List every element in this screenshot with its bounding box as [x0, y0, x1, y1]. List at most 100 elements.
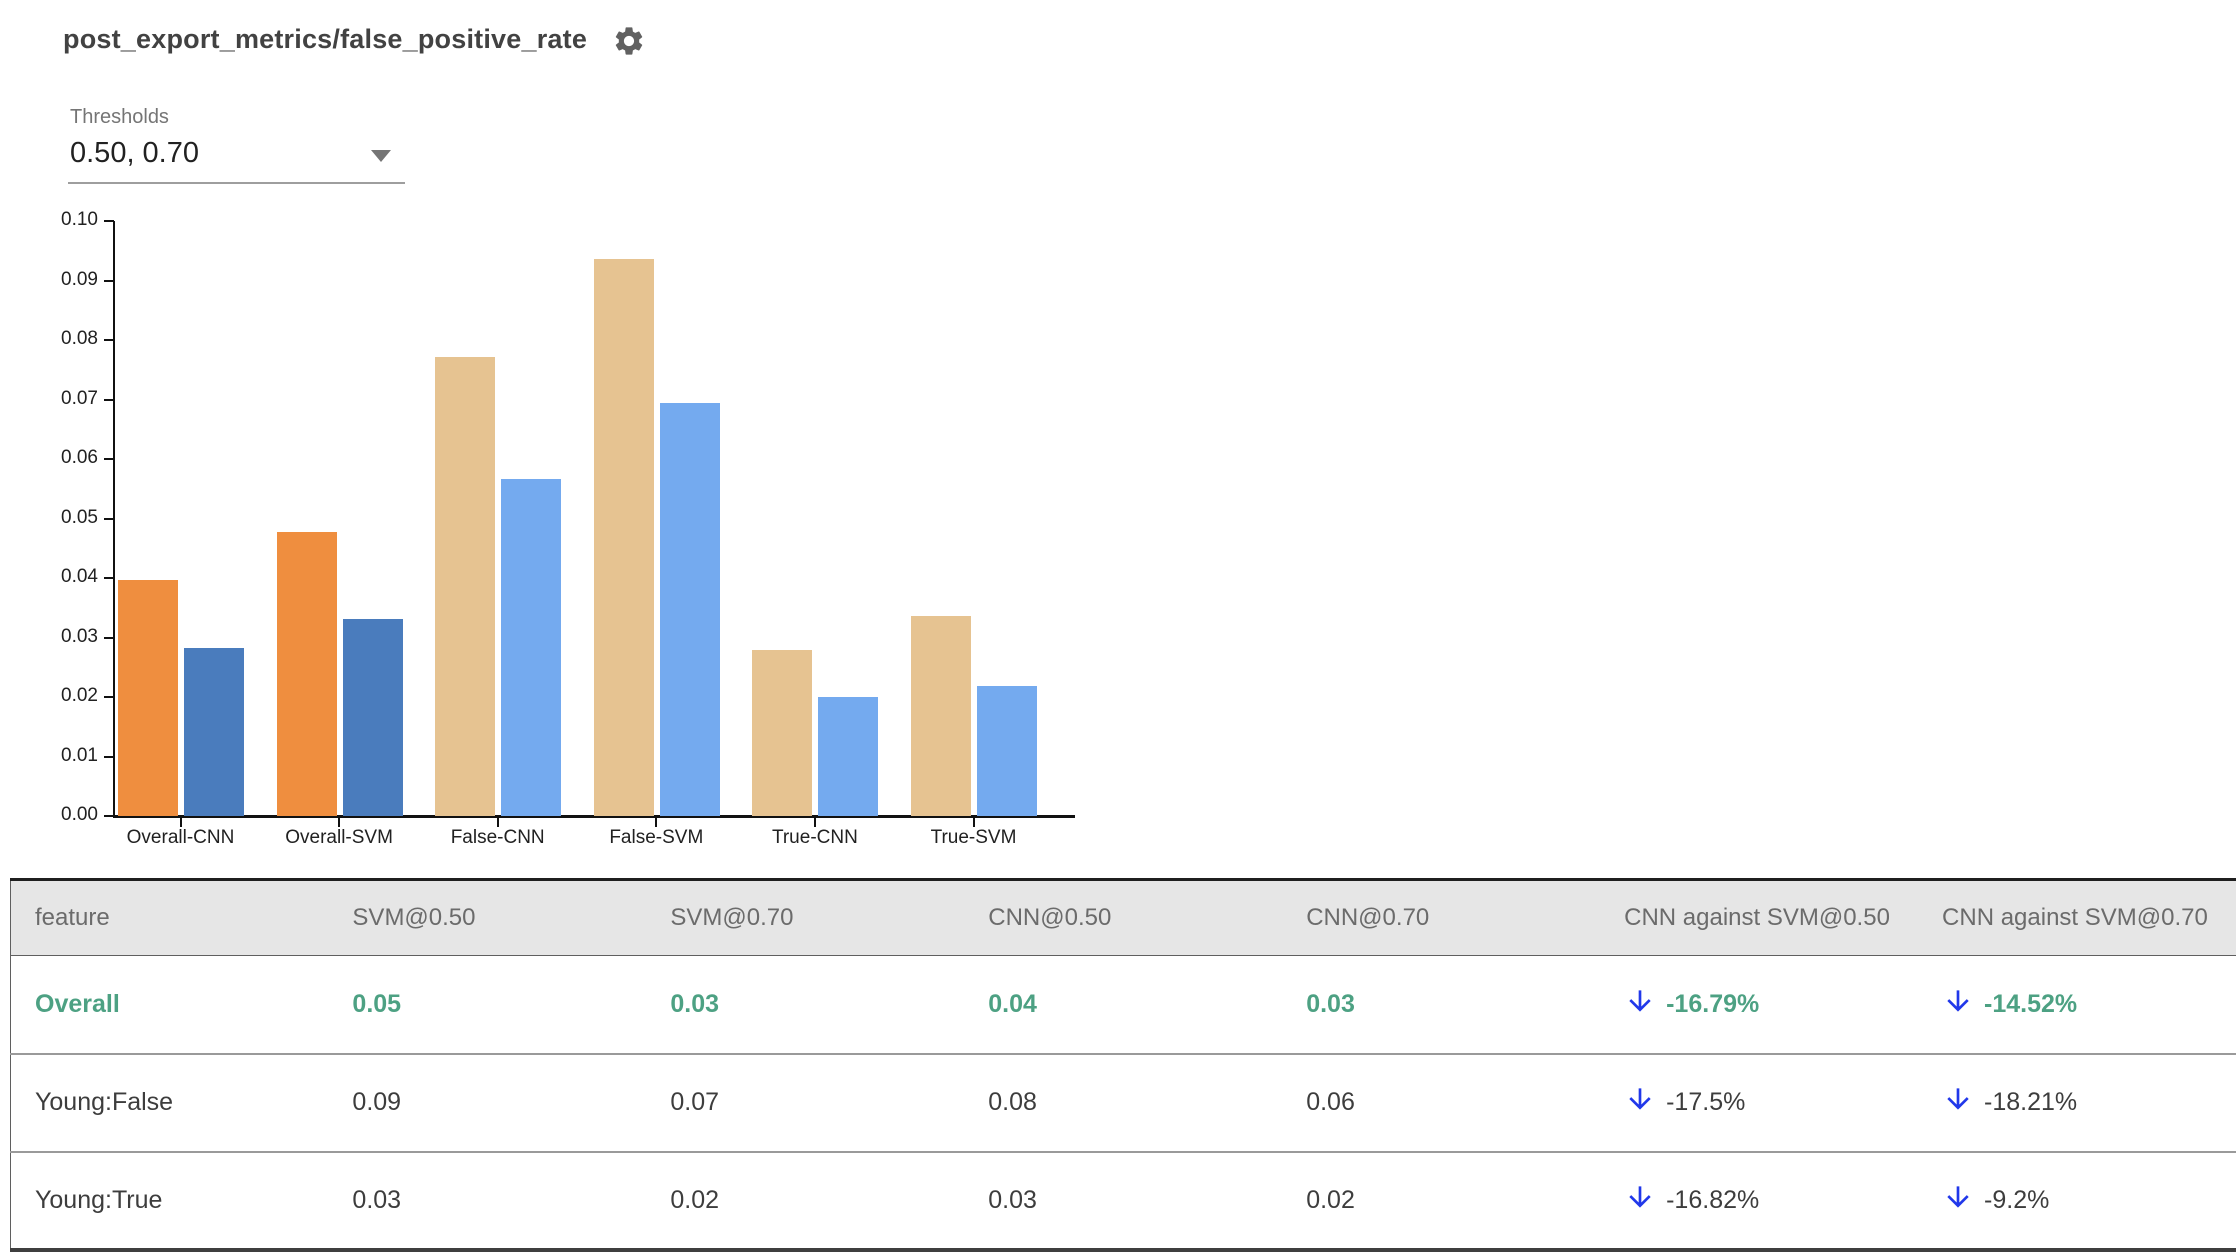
value-cell: 0.03 — [1282, 955, 1601, 1054]
dropdown-underline — [68, 182, 405, 184]
delta-value: -16.82% — [1666, 1185, 1760, 1214]
y-axis-tick — [104, 279, 114, 282]
delta-comparison: -16.82% — [1624, 1181, 1918, 1220]
bar-Overall-SVM-t070 — [342, 619, 403, 816]
delta-value: -18.21% — [1984, 1088, 2078, 1116]
arrow-down-icon — [1942, 1083, 1974, 1122]
value-cell: 0.04 — [964, 955, 1283, 1054]
delta-value: -9.2% — [1984, 1185, 2050, 1214]
bar-Overall-CNN-t050 — [118, 579, 178, 816]
bar-False-CNN-t050 — [435, 357, 496, 816]
delta-value: -14.52% — [1984, 989, 2078, 1018]
x-axis-tick — [972, 818, 975, 827]
bar-True-SVM-t070 — [977, 686, 1037, 816]
delta-cell-wrap: -14.52% — [1918, 955, 2236, 1054]
bar-True-SVM-t050 — [911, 616, 971, 816]
delta-cell-wrap: -16.79% — [1600, 955, 1919, 1054]
y-axis-tick — [104, 517, 114, 520]
y-axis-tick — [104, 220, 114, 222]
thresholds-label: Thresholds — [70, 106, 169, 128]
value-cell: 0.09 — [328, 1052, 647, 1152]
column-header: SVM@0.50 — [328, 879, 647, 956]
y-axis-tick — [104, 815, 114, 817]
y-axis-tick — [104, 458, 114, 460]
y-axis-tick — [104, 755, 114, 758]
thresholds-dropdown[interactable]: Thresholds 0.50, 0.70 — [68, 106, 405, 184]
value-cell: 0.02 — [1282, 1150, 1601, 1250]
bar-Overall-CNN-t070 — [184, 648, 244, 816]
value-cell: 0.08 — [964, 1052, 1283, 1152]
metric-title: post_export_metrics/false_positive_rate — [63, 24, 588, 54]
bar-False-SVM-t070 — [659, 403, 720, 816]
thresholds-value: 0.50, 0.70 — [70, 137, 199, 169]
y-axis-tick-label: 0.10 — [61, 209, 98, 230]
false-positive-rate-bar-chart: 0.10 0.09 0.08 0.07 0.06 0.05 0.04 0.03 0.02 0.01… — [0, 0, 1120, 880]
table-row-Young:True[interactable]: Young:True 0.03 0.02 0.03 0.02 -16.82% -9.2% — [10, 1150, 2236, 1250]
y-axis-tick — [104, 577, 114, 579]
column-header: CNN against SVM@0.50 — [1600, 879, 1919, 956]
metrics-table: feature SVM@0.50 SVM@0.70 CNN@0.50 CNN@0.70 C… — [10, 878, 2236, 1252]
feature-cell: Young:False — [10, 1052, 329, 1152]
arrow-down-icon — [1624, 1181, 1656, 1220]
bar-False-SVM-t050 — [593, 259, 654, 816]
settings-gear-icon[interactable] — [612, 24, 646, 58]
x-axis-tick — [496, 818, 499, 827]
delta-cell-wrap: -16.82% — [1600, 1150, 1919, 1250]
y-axis-tick-label: 0.01 — [61, 744, 98, 766]
column-header: CNN@0.50 — [964, 879, 1283, 956]
x-axis-tick — [813, 818, 816, 827]
x-axis-category-label: Overall-SVM — [285, 827, 393, 848]
column-header: CNN against SVM@0.70 — [1918, 879, 2236, 956]
value-cell: 0.03 — [646, 955, 965, 1054]
delta-value: -16.79% — [1666, 989, 1760, 1018]
x-axis-category-label: True-SVM — [930, 827, 1017, 848]
metrics-table-header: feature SVM@0.50 SVM@0.70 CNN@0.50 CNN@0.70 C… — [10, 879, 2236, 956]
value-cell: 0.02 — [646, 1150, 965, 1250]
table-row-Overall[interactable]: Overall 0.05 0.03 0.04 0.03 -16.79% -14.52% — [10, 955, 2236, 1054]
y-axis-tick-label: 0.06 — [61, 447, 98, 468]
y-axis-tick-label: 0.08 — [61, 328, 98, 349]
delta-comparison: -14.52% — [1942, 985, 2236, 1024]
column-header: SVM@0.70 — [646, 879, 965, 956]
y-axis-line — [113, 221, 115, 817]
y-axis-tick-label: 0.09 — [61, 268, 98, 290]
delta-cell-wrap: -17.5% — [1600, 1052, 1919, 1152]
column-header: feature — [10, 879, 329, 956]
arrow-down-icon — [1942, 985, 1974, 1024]
x-axis-tick — [655, 818, 658, 827]
delta-comparison: -16.79% — [1624, 985, 1918, 1024]
y-axis-tick — [104, 696, 114, 698]
delta-comparison: -18.21% — [1942, 1083, 2236, 1122]
x-axis-category-label: False-SVM — [609, 827, 704, 848]
arrow-down-icon — [1624, 985, 1656, 1024]
x-axis-category-label: False-CNN — [450, 827, 545, 848]
column-header: CNN@0.70 — [1282, 879, 1601, 956]
delta-comparison: -17.5% — [1624, 1083, 1918, 1122]
y-axis-tick-label: 0.05 — [61, 506, 98, 528]
arrow-down-icon — [1942, 1181, 1974, 1220]
arrow-down-icon — [1624, 1083, 1656, 1122]
value-cell: 0.07 — [646, 1052, 965, 1152]
y-axis-tick-label: 0.03 — [61, 625, 98, 647]
y-axis-tick — [104, 339, 114, 341]
y-axis-tick-label: 0.04 — [61, 566, 98, 587]
table-row-Young:False[interactable]: Young:False 0.09 0.07 0.08 0.06 -17.5% -18.21% — [10, 1052, 2236, 1152]
delta-comparison: -9.2% — [1942, 1181, 2236, 1220]
delta-cell-wrap: -9.2% — [1918, 1150, 2236, 1250]
bar-True-CNN-t050 — [752, 649, 813, 816]
y-axis-tick-label: 0.00 — [61, 804, 98, 825]
y-axis-tick-label: 0.07 — [61, 387, 98, 409]
value-cell: 0.05 — [328, 955, 647, 1054]
x-axis-category-label: Overall-CNN — [126, 827, 235, 848]
x-axis-tick — [338, 818, 341, 827]
bar-Overall-SVM-t050 — [276, 532, 337, 816]
y-axis-tick-label: 0.02 — [61, 685, 98, 706]
x-axis-line — [113, 815, 1075, 818]
value-cell: 0.03 — [328, 1150, 647, 1250]
feature-cell: Young:True — [10, 1150, 329, 1250]
y-axis-tick — [104, 398, 114, 401]
bar-True-CNN-t070 — [818, 697, 879, 816]
value-cell: 0.03 — [964, 1150, 1283, 1250]
x-axis-category-label: True-CNN — [771, 827, 858, 848]
